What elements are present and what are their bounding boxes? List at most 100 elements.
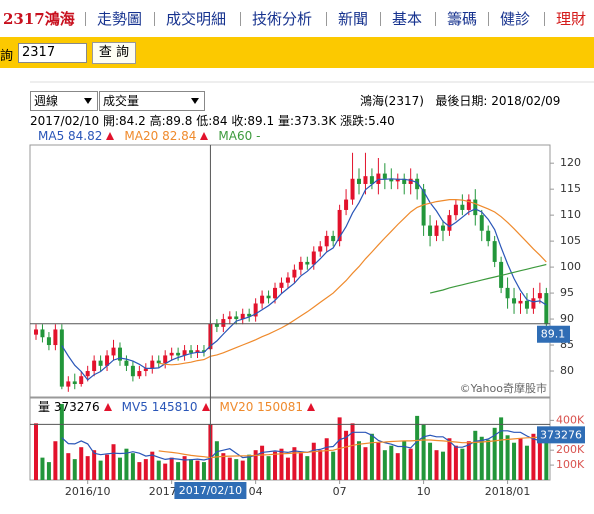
nav-item[interactable]: 籌碼 bbox=[447, 10, 478, 28]
candle-body bbox=[234, 316, 239, 320]
volume-bar bbox=[544, 427, 549, 480]
volume-bar bbox=[214, 441, 219, 480]
search-label: 詢 bbox=[0, 49, 14, 64]
candle-body bbox=[369, 176, 374, 184]
volume-bar bbox=[201, 462, 206, 480]
volume-bar bbox=[492, 427, 497, 480]
candle-body bbox=[479, 215, 484, 231]
candle-body bbox=[363, 176, 368, 184]
info-value: 373.3K bbox=[293, 114, 337, 128]
indicator-select[interactable]: 成交量 bbox=[99, 91, 205, 111]
volume-bar bbox=[440, 451, 445, 480]
nav-item[interactable]: 理財 bbox=[556, 10, 587, 28]
volume-bar bbox=[143, 459, 148, 480]
volume-bar bbox=[376, 442, 381, 480]
y-tick-label: 110 bbox=[560, 208, 581, 221]
candle-body bbox=[524, 300, 529, 309]
volume-bar bbox=[453, 445, 458, 480]
volume-bar bbox=[357, 441, 361, 480]
volume-bar bbox=[473, 430, 478, 480]
candle-body bbox=[311, 251, 316, 265]
candle-body bbox=[59, 329, 64, 387]
volume-bar bbox=[169, 457, 174, 480]
nav-item[interactable]: 技術分析 bbox=[252, 10, 313, 28]
ma-line bbox=[158, 436, 547, 459]
chart-title: 鴻海(2317) bbox=[360, 94, 424, 108]
candle-body bbox=[408, 178, 413, 184]
legend-value: 150081 bbox=[257, 400, 303, 414]
candle-body bbox=[169, 352, 174, 356]
candle-body bbox=[512, 298, 517, 304]
candle-body bbox=[92, 360, 97, 372]
legend-name: MV20 bbox=[219, 400, 254, 414]
volume-bar bbox=[105, 454, 110, 480]
price-frame bbox=[29, 144, 551, 398]
candle-body bbox=[53, 329, 58, 346]
brand[interactable]: 2317鴻海 bbox=[3, 10, 75, 28]
cursor-volume-box bbox=[537, 426, 585, 444]
last-date-label: 最後日期: bbox=[435, 94, 488, 108]
candle-body bbox=[305, 261, 310, 265]
candle-body bbox=[105, 355, 110, 366]
legend-name: MA5 bbox=[38, 129, 65, 143]
volume-tick-label: 400K bbox=[556, 413, 585, 426]
nav-separator bbox=[240, 12, 241, 26]
candle-body bbox=[285, 277, 290, 283]
volume-bar bbox=[150, 451, 155, 480]
nav-item[interactable]: 走勢圖 bbox=[97, 10, 143, 28]
ma-line bbox=[158, 199, 547, 366]
candle-body bbox=[440, 225, 445, 231]
nav-item[interactable]: 健診 bbox=[500, 10, 531, 28]
candle-body bbox=[473, 199, 478, 216]
candle-body bbox=[357, 178, 361, 184]
legend-arrow bbox=[306, 403, 315, 411]
volume-bar bbox=[311, 442, 316, 480]
candle-body bbox=[518, 300, 523, 304]
candle-body bbox=[137, 371, 142, 377]
volume-bar bbox=[524, 445, 529, 480]
nav-item[interactable]: 新聞 bbox=[338, 10, 369, 28]
search-input[interactable]: 2317 bbox=[18, 43, 87, 63]
candle-body bbox=[111, 347, 116, 356]
volume-bar bbox=[537, 441, 542, 480]
volume-bar bbox=[331, 451, 336, 480]
info-value: 89.1 bbox=[247, 114, 275, 128]
period-select[interactable]: 週線 bbox=[30, 91, 98, 111]
volume-bar bbox=[111, 444, 116, 480]
volume-bar bbox=[350, 423, 355, 480]
x-tick-label: 10 bbox=[417, 485, 431, 498]
nav-item[interactable]: 成交明細 bbox=[166, 10, 227, 28]
candle-body bbox=[395, 178, 400, 182]
candle-body bbox=[486, 230, 491, 242]
candle-body bbox=[221, 319, 226, 327]
volume-bar bbox=[466, 441, 471, 480]
cursor-price: 89.1 bbox=[541, 328, 566, 341]
volume-bar bbox=[156, 460, 161, 480]
x-tick-label: 07 bbox=[333, 485, 347, 498]
candle-body bbox=[143, 368, 148, 372]
volume-bar bbox=[434, 450, 439, 480]
candle-body bbox=[460, 204, 465, 210]
volume-bar bbox=[247, 454, 252, 480]
candle-body bbox=[505, 287, 510, 299]
candle-body bbox=[273, 287, 278, 299]
volume-bar bbox=[512, 442, 517, 480]
volume-bar bbox=[324, 438, 329, 480]
volume-bar bbox=[189, 459, 194, 480]
nav-item[interactable]: 基本 bbox=[392, 10, 423, 28]
candle-body bbox=[298, 261, 303, 270]
volume-bar bbox=[34, 423, 38, 480]
search-button[interactable]: 查 詢 bbox=[92, 42, 136, 64]
legend-name: 量 bbox=[38, 400, 51, 414]
candle-body bbox=[150, 360, 155, 369]
candle-body bbox=[337, 209, 342, 242]
cursor-date-box bbox=[174, 482, 247, 499]
y-tick-label: 105 bbox=[560, 234, 581, 247]
volume-bar bbox=[72, 459, 77, 480]
y-tick-label: 120 bbox=[560, 156, 581, 169]
candle-body bbox=[466, 199, 471, 210]
volume-bar bbox=[415, 415, 420, 480]
candle-body bbox=[415, 178, 420, 190]
candle-body bbox=[279, 282, 284, 288]
info-label: 量: bbox=[277, 114, 294, 128]
